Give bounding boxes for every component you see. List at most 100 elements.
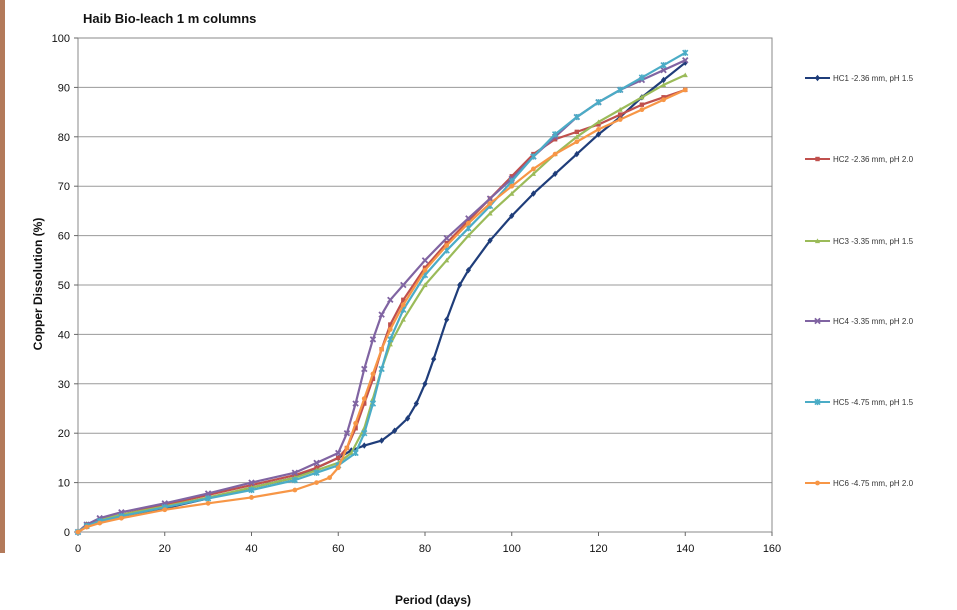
data-point bbox=[388, 322, 393, 327]
data-point bbox=[291, 469, 299, 476]
data-point bbox=[422, 265, 428, 270]
legend-label: HC2 -2.36 mm, pH 2.0 bbox=[833, 155, 914, 164]
y-tick-label: 40 bbox=[58, 329, 70, 341]
data-point bbox=[574, 134, 580, 139]
data-point bbox=[660, 66, 667, 74]
legend-item: HC1 -2.36 mm, pH 1.5 bbox=[805, 74, 914, 83]
legend-item: HC3 -3.35 mm, pH 1.5 bbox=[805, 237, 914, 246]
data-point bbox=[639, 107, 645, 113]
data-point bbox=[84, 524, 90, 530]
data-point bbox=[509, 183, 515, 189]
data-point bbox=[574, 129, 580, 135]
data-point bbox=[444, 257, 450, 263]
data-point bbox=[370, 376, 376, 382]
x-tick-label: 100 bbox=[503, 543, 521, 555]
legend-label: HC4 -3.35 mm, pH 2.0 bbox=[833, 317, 914, 326]
series-4 bbox=[74, 56, 689, 536]
data-point bbox=[465, 266, 471, 274]
data-point bbox=[509, 212, 515, 220]
data-point bbox=[444, 240, 449, 246]
data-point bbox=[248, 486, 255, 494]
legend-swatch-marker bbox=[815, 156, 820, 162]
data-point bbox=[596, 126, 601, 132]
y-tick-label: 20 bbox=[58, 428, 70, 440]
data-point bbox=[552, 170, 558, 178]
data-point bbox=[552, 151, 558, 157]
data-point bbox=[509, 174, 514, 179]
data-point bbox=[422, 282, 428, 288]
data-point bbox=[660, 62, 667, 69]
data-point bbox=[313, 469, 320, 476]
legend-item: HC5 -4.75 mm, pH 1.5 bbox=[805, 398, 914, 407]
data-point bbox=[574, 150, 580, 158]
x-tick-label: 80 bbox=[419, 543, 431, 555]
data-point bbox=[617, 86, 624, 94]
data-point bbox=[335, 465, 341, 471]
y-tick-label: 90 bbox=[58, 82, 70, 94]
x-axis-ticks: 0 20 40 60 80 100 120 140 160 bbox=[75, 532, 781, 555]
series-line bbox=[77, 74, 686, 533]
y-tick-label: 100 bbox=[52, 33, 70, 45]
y-tick-label: 30 bbox=[58, 379, 70, 391]
series-line bbox=[77, 88, 686, 533]
x-tick-label: 60 bbox=[332, 543, 344, 555]
series-3 bbox=[75, 72, 688, 535]
y-tick-label: 0 bbox=[64, 527, 70, 539]
data-point bbox=[639, 94, 645, 100]
data-point bbox=[421, 257, 429, 264]
x-axis-title: Period (days) bbox=[395, 593, 471, 607]
y-tick-label: 70 bbox=[58, 181, 70, 193]
data-point bbox=[352, 449, 359, 457]
data-point bbox=[465, 220, 471, 226]
data-point bbox=[617, 117, 623, 122]
y-tick-label: 80 bbox=[58, 132, 70, 144]
data-point bbox=[466, 218, 471, 223]
data-point bbox=[444, 243, 450, 248]
data-point bbox=[617, 112, 623, 117]
data-point bbox=[336, 455, 341, 461]
series-group bbox=[74, 49, 689, 536]
data-point bbox=[530, 171, 537, 176]
data-point bbox=[378, 365, 385, 373]
y-axis-title: Copper Dissolution (%) bbox=[31, 218, 45, 351]
data-point bbox=[387, 296, 394, 304]
data-point bbox=[661, 97, 666, 103]
y-axis-ticks: 0 10 20 30 40 50 60 70 80 90 100 bbox=[52, 33, 78, 539]
legend-label: HC3 -3.35 mm, pH 1.5 bbox=[833, 237, 914, 246]
data-point bbox=[530, 153, 537, 160]
data-point bbox=[639, 102, 645, 107]
data-point bbox=[552, 137, 558, 142]
data-point bbox=[595, 131, 602, 138]
data-point bbox=[530, 190, 537, 197]
x-tick-label: 20 bbox=[159, 543, 171, 555]
data-point bbox=[370, 371, 376, 377]
data-point bbox=[248, 479, 255, 486]
data-point bbox=[595, 119, 602, 125]
data-point bbox=[422, 380, 428, 387]
data-point bbox=[379, 346, 385, 352]
data-point bbox=[660, 82, 667, 88]
legend-swatch-marker bbox=[814, 398, 821, 406]
data-point bbox=[431, 355, 437, 363]
data-point bbox=[413, 400, 419, 407]
data-point bbox=[387, 327, 393, 332]
data-point bbox=[204, 490, 212, 497]
data-point bbox=[508, 178, 515, 185]
data-point bbox=[487, 210, 493, 216]
legend-item: HC6 -4.75 mm, pH 2.0 bbox=[805, 479, 914, 488]
data-point bbox=[378, 311, 385, 318]
data-point bbox=[400, 302, 406, 308]
legend-swatch-marker bbox=[814, 238, 821, 244]
legend-label: HC6 -4.75 mm, pH 2.0 bbox=[833, 479, 914, 488]
data-point bbox=[205, 500, 211, 506]
data-point bbox=[422, 267, 428, 273]
data-point bbox=[369, 336, 377, 343]
data-point bbox=[314, 480, 319, 485]
legend-swatch-marker bbox=[815, 480, 820, 486]
data-point bbox=[361, 396, 367, 402]
data-point bbox=[335, 449, 342, 457]
data-point bbox=[401, 297, 406, 303]
data-point bbox=[443, 234, 450, 242]
data-point bbox=[682, 87, 688, 93]
